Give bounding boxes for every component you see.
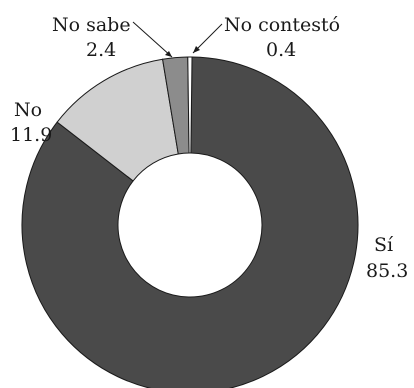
leader-line-no-sabe <box>132 21 173 58</box>
label-no-name: No <box>14 99 42 121</box>
label-no-contesto-value: 0.4 <box>266 39 296 61</box>
leader-arrow-no-sabe <box>165 51 172 57</box>
label-si-name: Sí <box>374 234 394 256</box>
label-no-contesto-name: No contestó <box>224 14 340 36</box>
label-no-sabe-value: 2.4 <box>86 39 116 61</box>
slice-no-contesto <box>187 56 193 154</box>
label-no-value: 11.9 <box>10 124 52 146</box>
label-si-value: 85.3 <box>366 260 408 282</box>
label-no-sabe-name: No sabe <box>52 14 131 36</box>
leader-arrow-no-contesto <box>193 46 200 53</box>
slice-si <box>21 56 359 388</box>
donut-slices <box>21 56 359 388</box>
